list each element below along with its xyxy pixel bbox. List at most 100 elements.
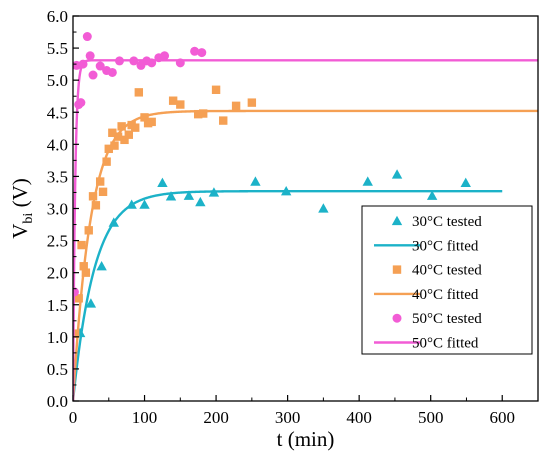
y-tick-label: 5.0 [47, 71, 68, 90]
data-point [197, 48, 207, 58]
data-point [362, 176, 373, 186]
data-point [247, 98, 257, 107]
data-point [160, 51, 170, 61]
legend-item: 50°C tested [392, 311, 482, 327]
data-point [98, 187, 108, 197]
x-axis-label: t (min) [277, 427, 335, 451]
data-point [81, 268, 91, 277]
series-2 [73, 85, 257, 338]
data-point [124, 130, 133, 139]
y-tick-label: 5.5 [47, 39, 68, 58]
data-point [88, 70, 98, 80]
data-point [74, 294, 83, 303]
data-point [107, 67, 117, 77]
y-tick-label: 4.0 [47, 135, 68, 154]
data-point [165, 191, 177, 201]
fit-line [73, 189, 503, 401]
data-point [120, 135, 129, 145]
data-point [73, 329, 80, 338]
data-point [131, 123, 140, 132]
data-point [91, 201, 101, 210]
series-4 [73, 32, 207, 297]
data-point [211, 85, 221, 94]
data-point [110, 141, 119, 150]
data-point [96, 261, 107, 271]
data-point [190, 46, 200, 56]
series-layer [73, 32, 538, 401]
legend-label: 40°C fitted [412, 287, 479, 303]
data-point [134, 88, 144, 97]
data-point [102, 157, 111, 166]
data-point [250, 176, 261, 186]
legend-label: 50°C fitted [412, 336, 479, 352]
data-point [77, 240, 86, 250]
data-point [147, 117, 156, 127]
data-point [193, 109, 203, 119]
legend: 30°C tested 30°C fitted 40°C tested 40°C fi… [361, 205, 533, 355]
y-tick-label: 6.0 [47, 7, 68, 26]
y-tick-label: 0.5 [47, 360, 68, 379]
legend-item: 40°C fitted [374, 287, 479, 303]
data-point [85, 298, 97, 308]
legend-label: 30°C tested [412, 214, 482, 230]
data-point [426, 190, 438, 200]
data-point [183, 190, 195, 200]
legend-item: 30°C tested [391, 214, 482, 230]
data-point [231, 101, 241, 111]
axes-layer: 0 100 200 300 400 500 600 0.0 0.5 1.0 1.5 2.0 2.5 3.0… [47, 7, 515, 427]
data-point [88, 192, 98, 201]
data-point [139, 199, 150, 209]
data-point [82, 32, 92, 42]
legend-label: 30°C fitted [412, 238, 479, 254]
y-tick-label: 0.0 [47, 392, 68, 411]
data-point [95, 177, 105, 186]
data-point [219, 116, 228, 125]
series-3 [73, 109, 538, 401]
data-point [176, 100, 185, 109]
data-point [318, 203, 329, 213]
y-tick-label: 4.5 [47, 103, 68, 122]
legend-marker-swatch [391, 215, 403, 226]
x-tick-label: 200 [203, 408, 229, 427]
legend-item: 30°C fitted [374, 238, 479, 254]
series-5 [73, 59, 538, 401]
series-1 [73, 189, 503, 401]
legend-label: 50°C tested [412, 311, 482, 327]
y-tick-label: 1.5 [47, 296, 68, 315]
x-tick-label: 300 [275, 408, 301, 427]
x-tick-label: 100 [132, 408, 158, 427]
y-tick-label: 3.5 [47, 167, 68, 186]
y-axis-label-subscript: bi [21, 213, 36, 224]
data-point [108, 128, 117, 137]
data-point [460, 177, 471, 187]
data-point [157, 177, 168, 187]
x-tick-label: 0 [69, 408, 78, 427]
legend-label: 40°C tested [412, 263, 482, 279]
data-point [117, 122, 126, 131]
data-point [195, 196, 206, 207]
fit-line [73, 109, 538, 401]
y-tick-label: 1.0 [47, 328, 68, 347]
y-tick-label: 3.0 [47, 200, 68, 219]
legend-marker-swatch [392, 313, 402, 323]
legend-item: 40°C tested [392, 263, 482, 279]
x-tick-label: 600 [489, 408, 515, 427]
y-tick-label: 2.0 [47, 264, 68, 283]
data-point [168, 96, 178, 105]
legend-item: 50°C fitted [374, 336, 479, 352]
data-point [113, 132, 123, 141]
y-axis-label-unit: (V) [8, 178, 32, 212]
data-point [391, 169, 403, 179]
fit-line [73, 59, 538, 401]
y-axis-label: Vbi (V) [8, 178, 36, 238]
data-point [85, 51, 95, 61]
y-axis-label-main: V [8, 224, 32, 239]
data-point [199, 109, 208, 118]
data-point [95, 61, 105, 71]
legend-marker-swatch [392, 265, 402, 274]
legend-box [361, 205, 533, 355]
x-tick-label: 400 [346, 408, 372, 427]
x-tick-label: 500 [418, 408, 444, 427]
y-tick-label: 2.5 [47, 232, 68, 251]
